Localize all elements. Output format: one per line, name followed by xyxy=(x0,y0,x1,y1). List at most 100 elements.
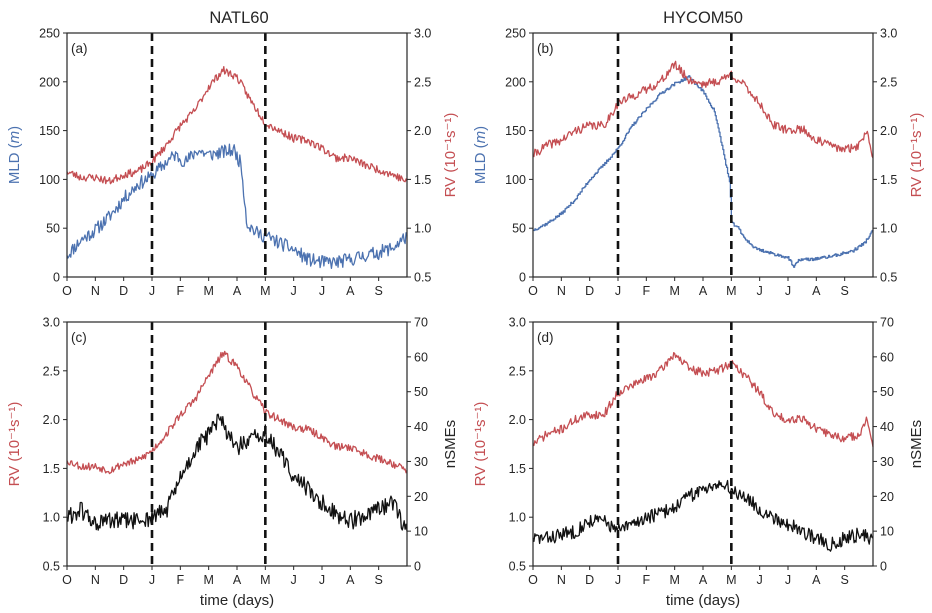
left-tick-label: 3.0 xyxy=(43,316,60,330)
x-tick-label: F xyxy=(643,573,651,587)
left-axis-label: RV (10⁻¹s⁻¹) xyxy=(472,402,489,487)
x-tick-label: N xyxy=(91,284,100,298)
x-tick-label: J xyxy=(319,573,325,587)
left-axis-label: RV (10⁻¹s⁻¹) xyxy=(6,402,23,487)
x-tick-label: O xyxy=(528,284,538,298)
x-tick-label: D xyxy=(585,573,594,587)
x-tick-label: N xyxy=(557,284,566,298)
x-tick-label: S xyxy=(840,573,848,587)
x-tick-label: S xyxy=(374,573,382,587)
x-tick-label: O xyxy=(528,573,538,587)
title-natl60: NATL60 xyxy=(209,9,268,27)
right-tick-label: 10 xyxy=(414,525,428,539)
left-tick-label: 250 xyxy=(39,27,60,41)
x-tick-label: M xyxy=(669,573,679,587)
right-tick-label: 0 xyxy=(880,560,887,574)
panel-b: O N D J F M A M J J A S 0 50 100 150 200 250 0.5 1.0 1.5 2.0 2… xyxy=(472,27,925,299)
x-tick-label: A xyxy=(699,573,708,587)
right-tick-label: 20 xyxy=(880,490,894,504)
left-axis-label: MLD (m) xyxy=(472,126,489,184)
x-tick-label: J xyxy=(319,284,325,298)
title-hycom50: HYCOM50 xyxy=(663,9,743,27)
panel-label: (d) xyxy=(537,330,554,345)
x-tick-label: M xyxy=(726,573,736,587)
right-tick-label: 0.5 xyxy=(414,271,431,285)
series-line-left xyxy=(66,350,408,475)
x-tick-label: D xyxy=(119,573,128,587)
x-tick-label: J xyxy=(615,284,621,298)
x-axis-label: time (days) xyxy=(200,592,274,609)
x-tick-label: M xyxy=(260,573,270,587)
right-tick-label: 2.5 xyxy=(880,75,897,89)
right-tick-label: 60 xyxy=(880,350,894,364)
x-tick-label: M xyxy=(726,284,736,298)
right-tick-label: 40 xyxy=(414,420,428,434)
x-tick-label: M xyxy=(669,284,679,298)
right-tick-label: 3.0 xyxy=(880,27,897,41)
right-tick-label: 50 xyxy=(414,385,428,399)
right-tick-label: 2.5 xyxy=(414,75,431,89)
panel-label: (a) xyxy=(71,41,88,56)
x-tick-label: J xyxy=(615,573,621,587)
x-tick-label: J xyxy=(785,573,791,587)
x-tick-label: O xyxy=(62,284,72,298)
right-tick-label: 10 xyxy=(880,525,894,539)
right-tick-label: 70 xyxy=(414,316,428,330)
x-tick-label: J xyxy=(291,573,297,587)
right-axis-label: RV (10⁻¹s⁻¹) xyxy=(442,113,459,198)
left-tick-label: 0.5 xyxy=(43,560,60,574)
x-tick-label: J xyxy=(785,284,791,298)
x-axis-label: time (days) xyxy=(666,592,740,609)
left-tick-label: 200 xyxy=(505,75,526,89)
x-tick-label: S xyxy=(840,284,848,298)
left-tick-label: 1.5 xyxy=(509,462,526,476)
left-tick-label: 2.5 xyxy=(43,364,60,378)
x-tick-label: D xyxy=(119,284,128,298)
right-tick-label: 20 xyxy=(414,490,428,504)
series-line-left xyxy=(532,352,874,448)
right-tick-label: 50 xyxy=(880,385,894,399)
right-tick-label: 30 xyxy=(880,455,894,469)
left-tick-label: 0.5 xyxy=(509,560,526,574)
right-tick-label: 1.5 xyxy=(880,173,897,187)
right-tick-label: 1.0 xyxy=(880,222,897,236)
right-tick-label: 30 xyxy=(414,455,428,469)
x-tick-label: O xyxy=(62,573,72,587)
left-tick-label: 250 xyxy=(505,27,526,41)
right-tick-label: 70 xyxy=(880,316,894,330)
left-axis-label: MLD (m) xyxy=(6,126,23,184)
x-tick-label: D xyxy=(585,284,594,298)
right-tick-label: 3.0 xyxy=(414,27,431,41)
left-tick-label: 0 xyxy=(519,271,526,285)
right-axis-label: RV (10⁻¹s⁻¹) xyxy=(908,113,925,198)
left-tick-label: 50 xyxy=(46,222,60,236)
right-tick-label: 0.5 xyxy=(880,271,897,285)
x-tick-label: N xyxy=(91,573,100,587)
right-tick-label: 1.0 xyxy=(414,222,431,236)
left-tick-label: 50 xyxy=(512,222,526,236)
left-tick-label: 2.0 xyxy=(43,413,60,427)
series-line-right xyxy=(532,60,874,159)
panel-a: O N D J F M A M J J A S 0 50 100 150 200 250 0.5 1.0 1.5 2.0 2… xyxy=(6,27,459,299)
right-tick-label: 40 xyxy=(880,420,894,434)
left-tick-label: 1.0 xyxy=(43,511,60,525)
x-tick-label: S xyxy=(374,284,382,298)
left-tick-label: 2.0 xyxy=(509,413,526,427)
left-tick-label: 1.0 xyxy=(509,511,526,525)
left-tick-label: 100 xyxy=(505,173,526,187)
x-tick-label: A xyxy=(233,284,242,298)
right-tick-label: 2.0 xyxy=(414,124,431,138)
panel-label: (b) xyxy=(537,41,554,56)
left-tick-label: 150 xyxy=(505,124,526,138)
left-tick-label: 200 xyxy=(39,75,60,89)
right-axis-label: nSMEs xyxy=(908,420,925,468)
x-tick-label: M xyxy=(203,573,213,587)
left-tick-label: 150 xyxy=(39,124,60,138)
x-tick-label: F xyxy=(177,573,185,587)
x-tick-label: A xyxy=(699,284,708,298)
right-tick-label: 1.5 xyxy=(414,173,431,187)
x-tick-label: J xyxy=(149,573,155,587)
panel-c: O N D J F M A M J J A S 0.5 1.0 1.5 2.0 2.5 3.0 0 10 20 30 40 5… xyxy=(6,316,459,610)
